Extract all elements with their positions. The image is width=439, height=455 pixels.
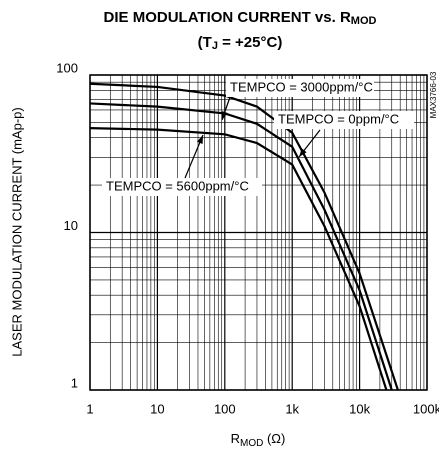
side-label: MAX3766-03 [429, 71, 438, 118]
x-tick-label: 1k [285, 401, 299, 416]
x-tick-label: 100 [214, 401, 236, 416]
arrow-head [196, 135, 203, 144]
y-tick-label: 10 [64, 218, 78, 233]
y-axis-label: LASER MODULATION CURRENT (mAp-p) [9, 107, 24, 356]
x-tick-label: 1 [86, 401, 93, 416]
y-tick-label: 1 [71, 375, 78, 390]
annotation: TEMPCO = 3000ppm/°C [230, 79, 373, 94]
chart-subtitle: (TJ = +25°C) [198, 34, 283, 52]
annotation-box [274, 111, 414, 129]
chart-title: DIE MODULATION CURRENT vs. RMOD [104, 9, 377, 27]
x-tick-label: 10 [150, 401, 164, 416]
annotation-box [102, 178, 262, 196]
annotation-box [226, 79, 374, 97]
y-tick-label: 100 [56, 60, 78, 75]
annotation: TEMPCO = 5600ppm/°C [106, 178, 249, 193]
x-tick-label: 100k [413, 401, 439, 416]
annotation: TEMPCO = 0ppm/°C [278, 111, 399, 126]
arrow-head [299, 148, 307, 157]
series-line [89, 127, 388, 391]
series-line [89, 102, 393, 391]
x-tick-label: 10k [349, 401, 370, 416]
arrow-head [221, 111, 228, 120]
x-axis-label: RMOD (Ω) [231, 431, 286, 448]
